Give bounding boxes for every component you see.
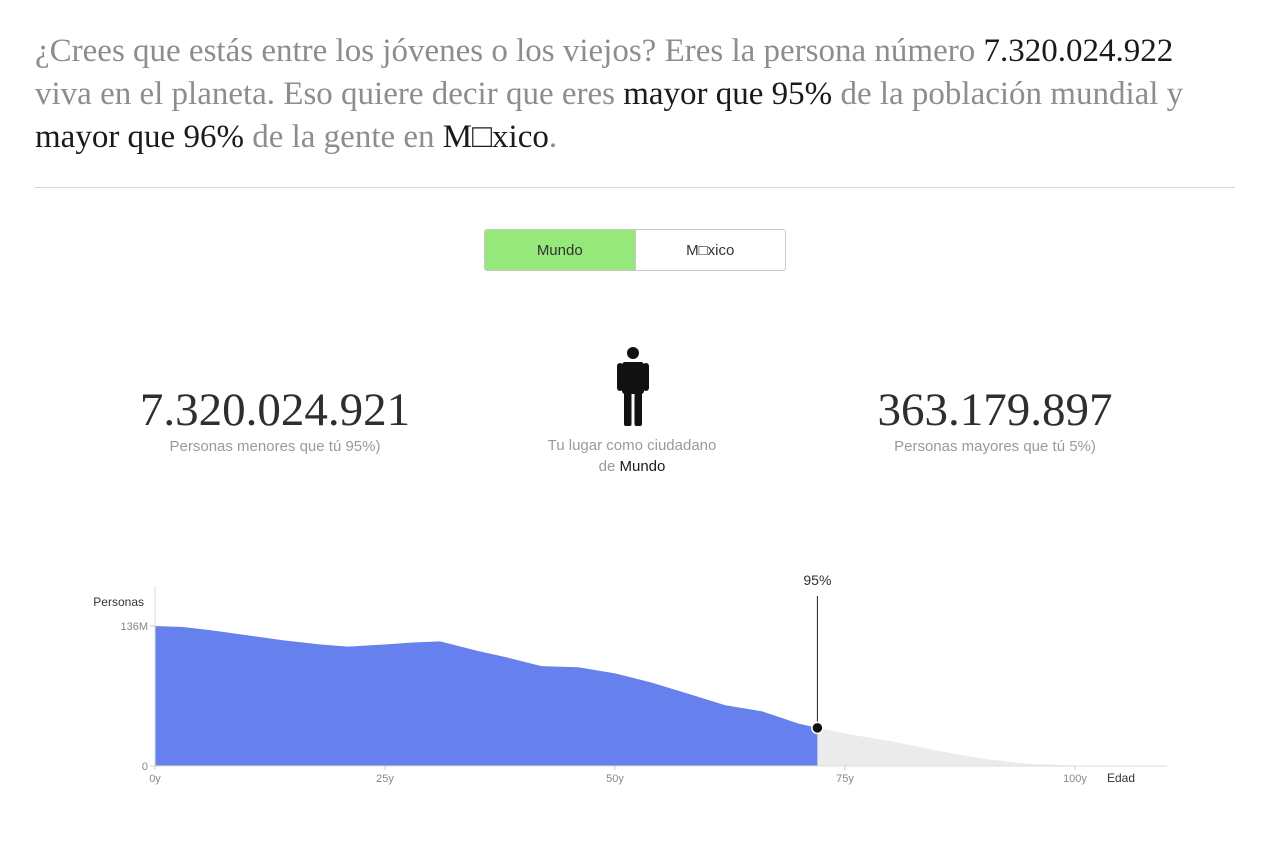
- older-count: 363.179.897: [877, 384, 1113, 436]
- marker-dot: [811, 721, 824, 735]
- younger-stat: 7.320.024.921 Personas menores que tú 95…: [75, 384, 475, 455]
- y-tick-label: 0: [142, 761, 148, 773]
- intro-text-3: de la población mundial y: [832, 76, 1184, 112]
- person-icon: [617, 347, 649, 426]
- world-percent-phrase: mayor que 95%: [623, 76, 833, 112]
- region-toggle: Mundo M□xico: [484, 229, 786, 271]
- divider: [35, 187, 1235, 188]
- place-line2: de Mundo: [512, 456, 752, 477]
- y-axis-label: Personas: [93, 595, 144, 609]
- y-tick-label: 136M: [120, 621, 148, 633]
- intro-text-4: de la gente en: [243, 119, 443, 155]
- place-prefix: de: [598, 458, 620, 475]
- place-caption: Tu lugar como ciudadano de Mundo: [512, 435, 752, 477]
- marker-label: 95%: [803, 572, 831, 588]
- younger-count: 7.320.024.921: [139, 384, 411, 436]
- intro-question: ¿Crees que estás entre los jóvenes o los…: [35, 33, 984, 69]
- intro-text: ¿Crees que estás entre los jóvenes o los…: [35, 30, 1235, 159]
- x-tick-label: 50y: [606, 773, 624, 785]
- population-chart: Personas 136M 00y 25y 50y 75y 100y Edad 95%: [93, 572, 1167, 785]
- x-axis-label: Edad: [1107, 771, 1135, 785]
- place-line1: Tu lugar como ciudadano: [547, 437, 717, 454]
- place-region: Mundo: [619, 458, 666, 475]
- intro-text-2: viva en el planeta. Eso quiere decir que…: [35, 76, 624, 112]
- intro-text-5: .: [548, 119, 558, 155]
- country-name: M□xico: [442, 119, 549, 155]
- rank-number: 7.320.024.922: [983, 33, 1174, 69]
- x-tick-label: 25y: [376, 773, 394, 785]
- x-tick-label: 75y: [836, 773, 854, 785]
- x-tick-label: 100y: [1063, 773, 1087, 785]
- country-percent-phrase: mayor que 96%: [35, 119, 244, 155]
- younger-label: Personas menores que tú 95%): [169, 438, 381, 455]
- toggle-country-button[interactable]: M□xico: [634, 230, 786, 270]
- x-tick-label: 0y: [149, 773, 161, 785]
- older-stat: 363.179.897 Personas mayores que tú 5%): [815, 384, 1175, 455]
- toggle-world-button[interactable]: Mundo: [485, 230, 635, 270]
- remaining-area: [817, 727, 1121, 766]
- older-label: Personas mayores que tú 5%): [894, 438, 1096, 455]
- younger-area: [155, 626, 818, 766]
